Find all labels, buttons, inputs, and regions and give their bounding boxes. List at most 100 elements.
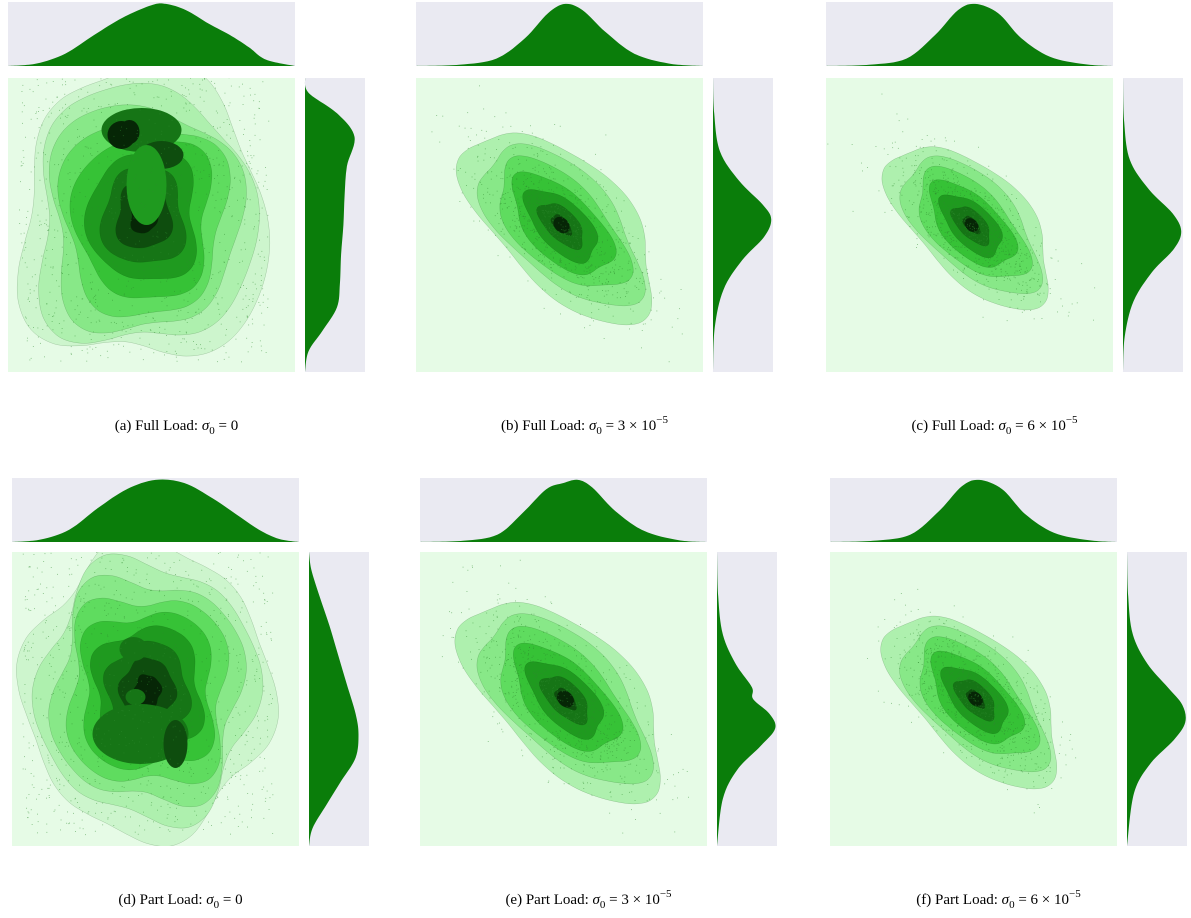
- scatter-point: [965, 226, 967, 228]
- scatter-point: [517, 158, 519, 160]
- scatter-point: [514, 225, 516, 227]
- scatter-point: [982, 256, 984, 258]
- scatter-point: [981, 213, 983, 215]
- scatter-point: [576, 229, 577, 231]
- scatter-point: [592, 704, 594, 706]
- scatter-point: [949, 212, 951, 214]
- scatter-point: [69, 107, 70, 109]
- scatter-point: [579, 214, 581, 216]
- scatter-point: [263, 592, 265, 594]
- scatter-point: [1017, 717, 1019, 719]
- scatter-point: [533, 673, 535, 675]
- scatter-point: [524, 651, 526, 653]
- scatter-point: [247, 198, 248, 200]
- scatter-point: [1018, 283, 1020, 285]
- scatter-point: [590, 265, 592, 267]
- scatter-point: [1071, 748, 1073, 750]
- scatter-point: [544, 230, 546, 232]
- scatter-point: [75, 797, 76, 799]
- scatter-point: [587, 710, 588, 712]
- scatter-point: [533, 661, 535, 663]
- scatter-point: [472, 622, 474, 624]
- scatter-point: [1033, 264, 1034, 266]
- scatter-point: [615, 248, 617, 250]
- scatter-point: [159, 326, 161, 328]
- scatter-point: [987, 232, 989, 234]
- scatter-point: [207, 324, 209, 326]
- scatter-point: [963, 278, 964, 279]
- scatter-point: [58, 645, 60, 646]
- scatter-point: [604, 693, 606, 695]
- scatter-point: [949, 682, 951, 684]
- scatter-point: [199, 710, 201, 712]
- scatter-point: [578, 242, 580, 244]
- scatter-point: [948, 247, 949, 248]
- scatter-point: [92, 348, 94, 350]
- scatter-point: [981, 212, 982, 214]
- scatter-point: [137, 630, 139, 632]
- scatter-point: [935, 201, 936, 202]
- scatter-point: [1047, 284, 1049, 286]
- scatter-point: [244, 219, 246, 221]
- scatter-point: [101, 656, 103, 657]
- scatter-point: [141, 696, 143, 698]
- scatter-point: [34, 137, 36, 139]
- scatter-point: [502, 731, 504, 733]
- scatter-point: [1045, 762, 1047, 764]
- scatter-point: [574, 189, 576, 191]
- scatter-point: [542, 150, 544, 152]
- scatter-point: [87, 108, 89, 109]
- scatter-point: [613, 272, 615, 274]
- scatter-point: [105, 82, 107, 83]
- scatter-point: [28, 650, 30, 652]
- scatter-point: [1043, 708, 1045, 709]
- scatter-point: [956, 182, 958, 184]
- scatter-point: [519, 646, 521, 648]
- scatter-point: [502, 196, 504, 198]
- scatter-point: [943, 246, 945, 248]
- scatter-point: [559, 212, 561, 214]
- scatter-point: [151, 589, 153, 591]
- scatter-point: [1009, 278, 1011, 280]
- scatter-point: [569, 217, 571, 219]
- scatter-point: [977, 199, 979, 201]
- scatter-point: [613, 738, 615, 740]
- scatter-point: [577, 296, 579, 298]
- scatter-point: [953, 174, 954, 176]
- scatter-point: [932, 173, 934, 175]
- scatter-point: [1018, 258, 1020, 260]
- scatter-point: [588, 239, 590, 241]
- scatter-point: [990, 249, 992, 251]
- scatter-point: [607, 738, 609, 739]
- scatter-point: [54, 312, 56, 314]
- scatter-point: [1028, 736, 1030, 738]
- scatter-point: [974, 231, 976, 233]
- scatter-point: [613, 745, 615, 747]
- scatter-point: [991, 218, 993, 220]
- scatter-point: [544, 675, 546, 676]
- scatter-point: [990, 255, 992, 256]
- scatter-point: [140, 719, 141, 721]
- scatter-point: [554, 237, 556, 239]
- scatter-point: [238, 165, 239, 167]
- scatter-point: [56, 96, 58, 98]
- scatter-point: [951, 665, 953, 667]
- scatter-point: [1005, 246, 1007, 248]
- scatter-point: [89, 346, 91, 348]
- scatter-point: [204, 247, 206, 249]
- scatter-point: [535, 687, 537, 689]
- scatter-point: [978, 227, 979, 229]
- scatter-point: [496, 160, 498, 162]
- scatter-point: [991, 234, 993, 235]
- scatter-point: [189, 109, 190, 111]
- scatter-point: [166, 76, 167, 77]
- scatter-point: [183, 338, 185, 340]
- scatter-point: [95, 294, 97, 296]
- scatter-point: [670, 734, 672, 735]
- scatter-point: [1028, 739, 1030, 741]
- scatter-point: [997, 212, 999, 214]
- scatter-point: [494, 116, 496, 118]
- scatter-point: [552, 712, 553, 714]
- scatter-point: [584, 658, 586, 660]
- scatter-point: [969, 228, 971, 229]
